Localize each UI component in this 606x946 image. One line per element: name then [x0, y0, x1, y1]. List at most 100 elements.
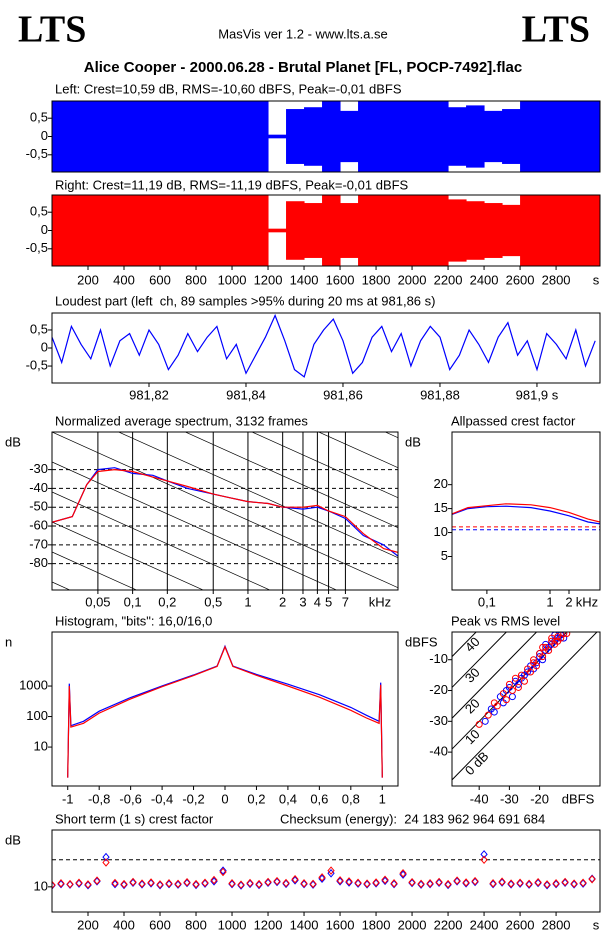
y-tick-label: 20 [434, 476, 448, 491]
y-tick-label: -0,5 [26, 146, 48, 161]
point [480, 855, 488, 865]
point [264, 877, 272, 887]
point [539, 653, 547, 661]
point [493, 702, 501, 710]
series-line [67, 644, 383, 778]
decor-line [52, 612, 398, 768]
point [120, 879, 128, 889]
diagonal-label: 10 [462, 726, 483, 747]
waveform-bin [106, 195, 125, 266]
diagonal-label: 40 [462, 634, 483, 655]
point [84, 880, 92, 889]
point [514, 680, 522, 688]
x-tick-label: -0,6 [119, 791, 141, 806]
x-tick-label: 4 [314, 594, 321, 609]
waveform-bin [340, 203, 359, 258]
x-tick-label: -1 [62, 791, 74, 806]
point [552, 879, 560, 888]
point [228, 879, 236, 888]
series-line [52, 468, 398, 553]
point [165, 879, 173, 889]
plot-frame [51, 100, 601, 173]
point [237, 880, 245, 889]
x-tick-label: 0,2 [158, 594, 176, 609]
x-tick-label: 2600 [506, 272, 535, 287]
x-tick-label: 800 [185, 917, 207, 932]
waveform-bin [376, 101, 395, 172]
point [282, 878, 290, 888]
diagonal-label: 20 [462, 696, 483, 717]
waveform-bin [142, 101, 161, 172]
point [527, 668, 535, 676]
point [300, 879, 308, 888]
waveform-bin [160, 195, 179, 266]
x-tick-label: 3 [299, 594, 306, 609]
point [363, 880, 371, 889]
waveform-bin [322, 195, 341, 266]
point [75, 879, 83, 888]
y-axis-label: dB [5, 434, 21, 449]
waveform-bin [142, 195, 161, 266]
x-axis-unit: s [593, 917, 600, 932]
point [273, 876, 281, 886]
waveform-bin [484, 110, 503, 163]
point [255, 880, 263, 890]
x-tick-label: 400 [113, 917, 135, 932]
point [543, 880, 551, 890]
chart-title: Histogram, "bits": 16,0/16,0 [55, 613, 212, 628]
x-tick-label: 2800 [542, 272, 571, 287]
point [545, 646, 553, 654]
point [533, 662, 541, 670]
waveform-bin [52, 195, 71, 266]
point [318, 873, 326, 882]
point [520, 677, 528, 685]
y-tick-label: 0,5 [30, 110, 48, 125]
x-tick-label: 5 [325, 594, 332, 609]
point [354, 878, 362, 888]
waveform-bin [124, 195, 143, 266]
point [129, 878, 137, 888]
waveform-bin [538, 195, 557, 266]
x-tick-label: 2800 [542, 917, 571, 932]
point [300, 879, 308, 889]
waveform-bin [286, 201, 305, 260]
y-tick-label: 0 [41, 339, 48, 354]
point [120, 880, 128, 890]
point [291, 876, 299, 885]
point [345, 877, 353, 886]
point [354, 879, 362, 888]
y-tick-label: 10 [34, 739, 48, 754]
x-tick-label: 1 [546, 594, 553, 609]
decor-line [317, 432, 398, 469]
waveform-bin [430, 195, 449, 266]
point [336, 876, 344, 885]
point [417, 879, 425, 889]
x-tick-label: 0,2 [247, 791, 265, 806]
x-tick-label: 400 [113, 272, 135, 287]
waveform-bin [520, 101, 539, 172]
crest-diagonal [452, 632, 598, 781]
point [363, 879, 371, 888]
y-tick-label: 0,5 [30, 204, 48, 219]
x-tick-label: 981,86 [323, 387, 363, 402]
point [174, 880, 182, 889]
waveform-bin [376, 195, 395, 266]
point [399, 869, 407, 878]
point [93, 877, 101, 886]
point [246, 879, 254, 889]
point [282, 879, 290, 889]
waveform-bin [574, 195, 593, 266]
decor-line [52, 432, 398, 589]
point [552, 879, 560, 889]
point [417, 880, 425, 889]
point [563, 632, 571, 638]
point [579, 878, 587, 888]
waveform-bin [232, 195, 251, 266]
x-tick-label: 2 [279, 594, 286, 609]
point [399, 870, 407, 879]
point [174, 879, 182, 889]
waveform-bin [304, 107, 323, 166]
x-tick-label: -0,8 [88, 791, 110, 806]
point [539, 643, 547, 651]
point [579, 879, 587, 888]
